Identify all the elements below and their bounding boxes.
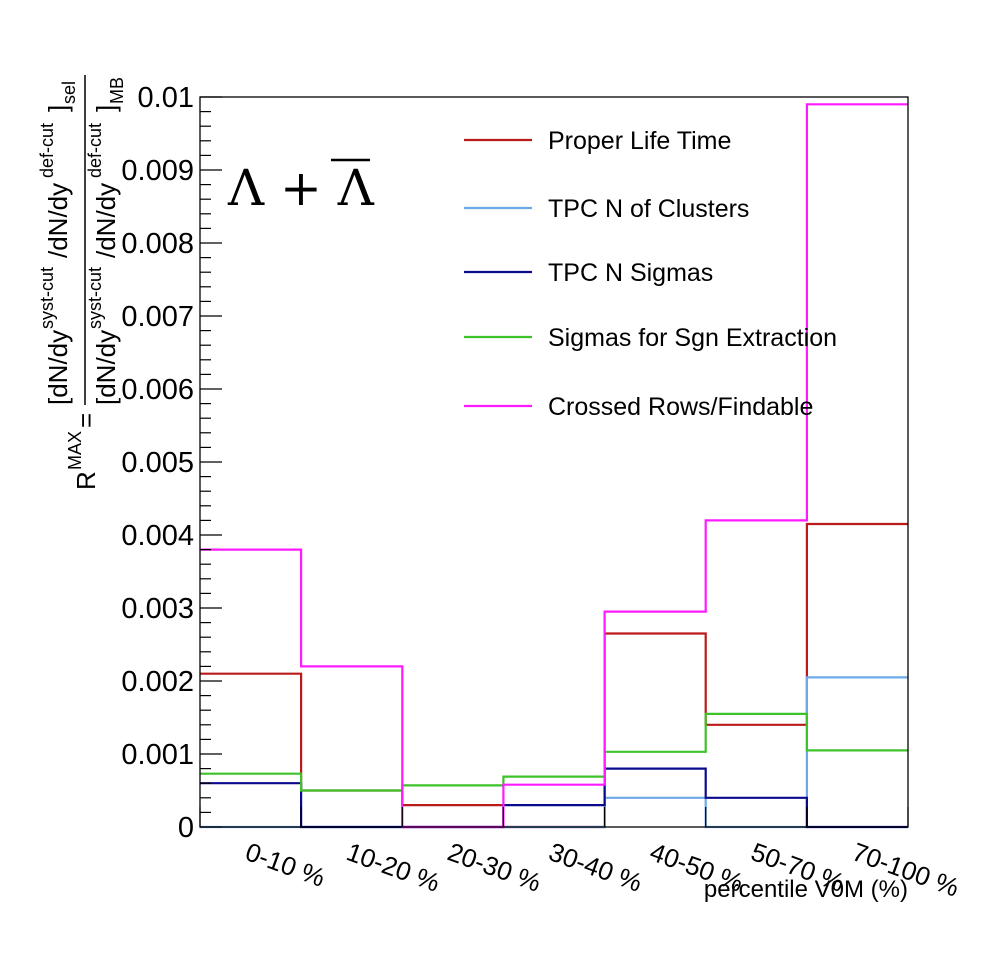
y-tick-label: 0.001 <box>121 739 194 771</box>
y-tick-label: 0.005 <box>121 447 194 479</box>
y-tick-label: 0.002 <box>121 666 194 698</box>
y-axis-label: R MAX = [dN/dy syst-cut /dN/dy def-cut ]… <box>37 75 127 490</box>
series-3 <box>200 712 908 792</box>
y-label-numerator-sup1: syst-cut <box>37 267 57 329</box>
y-label-prefix-sup: MAX <box>65 431 85 470</box>
y-label-denominator-sub: MB <box>107 77 127 104</box>
legend-entry: TPC N of Clusters <box>548 195 749 223</box>
series-line-3 <box>200 712 908 792</box>
y-label-numerator-sup2: def-cut <box>37 123 57 178</box>
y-label-numerator-mid: /dN/dy <box>43 183 73 258</box>
legend: Proper Life Time TPC N of Clusters TPC N S… <box>464 127 837 421</box>
y-label-numerator: [dN/dy <box>43 330 73 405</box>
series-line-4 <box>200 103 908 829</box>
y-tick-label: 0.01 <box>138 82 194 114</box>
legend-entry: Sigmas for Sgn Extraction <box>548 324 837 352</box>
y-label-denominator-mid: /dN/dy <box>91 183 121 258</box>
y-label-denominator: [dN/dy <box>91 330 121 405</box>
y-tick-label: 0.004 <box>121 520 194 552</box>
x-axis-label: percentile V0M (%) <box>704 876 908 903</box>
y-tick-label: 0.006 <box>121 374 194 406</box>
y-label-prefix: R <box>71 471 101 490</box>
y-label-denominator-sup1: syst-cut <box>85 267 105 329</box>
legend-entry: Proper Life Time <box>548 127 731 155</box>
y-tick-label: 0 <box>178 812 194 844</box>
y-label-denominator-end: ] <box>91 105 121 112</box>
y-label-equals: = <box>71 413 101 428</box>
y-tick-label: 0.008 <box>121 228 194 260</box>
y-tick-label: 0.007 <box>121 301 194 333</box>
y-tick-label: 0.003 <box>121 593 194 625</box>
series-4 <box>200 103 908 829</box>
y-label-numerator-sub: sel <box>59 81 79 104</box>
legend-entry: TPC N Sigmas <box>548 259 713 287</box>
y-label-denominator-sup2: def-cut <box>85 123 105 178</box>
legend-entry: Crossed Rows/Findable <box>548 393 813 421</box>
chart-title: Λ + Λ <box>227 159 375 217</box>
y-label-numerator-end: ] <box>43 105 73 112</box>
y-tick-label: 0.009 <box>121 155 194 187</box>
